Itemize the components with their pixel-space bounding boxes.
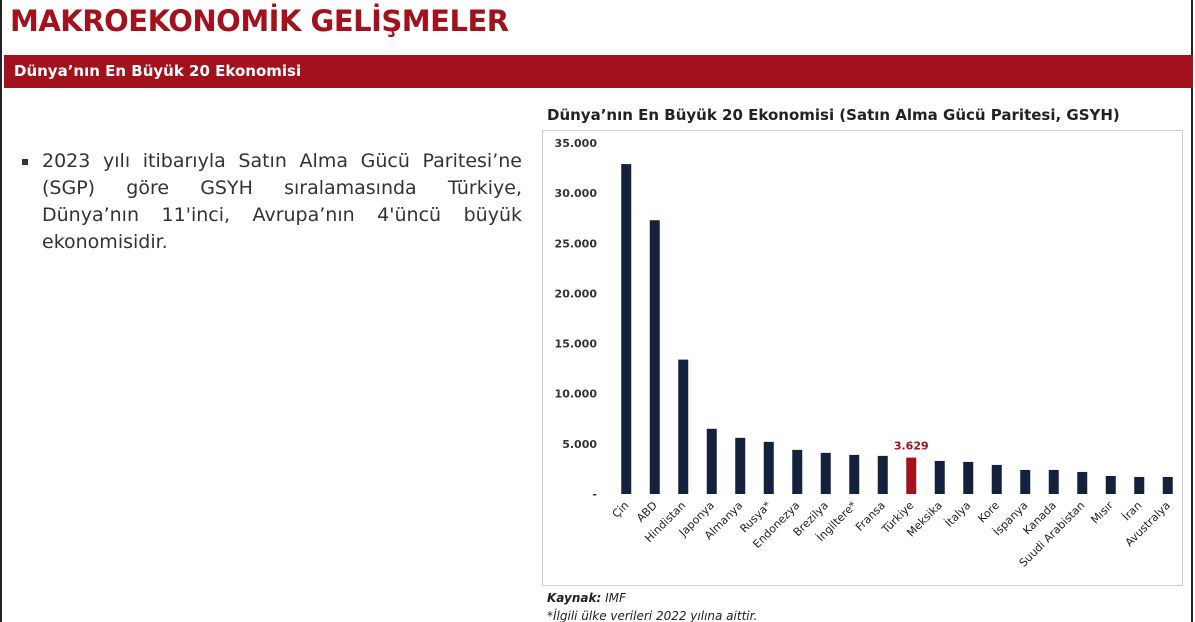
bar xyxy=(1162,476,1173,494)
x-tick-label: Mısır xyxy=(1088,499,1116,527)
bar xyxy=(934,460,945,494)
chart-frame xyxy=(542,130,1183,586)
y-tick-label: 15.000 xyxy=(555,338,598,351)
x-tick-label: İtalya xyxy=(943,499,974,530)
section-title: Dünya’nın En Büyük 20 Ekonomisi xyxy=(14,62,302,80)
bar xyxy=(1077,471,1088,494)
bar xyxy=(649,220,660,494)
bar xyxy=(991,464,1002,494)
bar xyxy=(906,457,917,494)
bullet-text: 2023 yılı itibarıyla Satın Alma Gücü Par… xyxy=(22,148,522,256)
bar xyxy=(706,428,717,494)
source-label: Kaynak: xyxy=(547,591,601,605)
y-tick-label: 30.000 xyxy=(555,187,598,200)
bar xyxy=(763,441,774,494)
bar xyxy=(849,454,860,494)
x-tick-label: Çin xyxy=(610,499,632,521)
bar xyxy=(1048,469,1059,494)
page-title: MAKROEKONOMİK GELİŞMELER xyxy=(10,4,509,38)
value-label: 3.629 xyxy=(894,440,929,453)
y-tick-label: 10.000 xyxy=(555,388,598,401)
bar xyxy=(678,359,689,494)
y-tick-label: 20.000 xyxy=(555,287,598,300)
x-tick-label: İran xyxy=(1120,499,1144,523)
y-tick-label: 25.000 xyxy=(555,237,598,250)
bar xyxy=(963,461,974,494)
chart: Dünya’nın En Büyük 20 Ekonomisi (Satın A… xyxy=(542,106,1183,622)
bar xyxy=(621,164,632,494)
y-tick-label: 35.000 xyxy=(555,137,598,150)
bar xyxy=(1105,475,1116,494)
bar xyxy=(820,452,831,494)
bar xyxy=(1020,469,1031,494)
source-text: IMF xyxy=(605,591,627,605)
section-band: Dünya’nın En Büyük 20 Ekonomisi xyxy=(4,55,1193,88)
bar xyxy=(792,449,803,494)
bar xyxy=(877,455,888,494)
bar xyxy=(735,437,746,494)
y-tick-label: - xyxy=(592,488,597,501)
source: Kaynak: IMF xyxy=(547,591,627,605)
y-tick-label: 5.000 xyxy=(562,438,597,451)
bar xyxy=(1134,476,1145,494)
source-note: *İlgili ülke verileri 2022 yılına aittir… xyxy=(547,608,757,622)
chart-title: Dünya’nın En Büyük 20 Ekonomisi (Satın A… xyxy=(547,106,1120,124)
